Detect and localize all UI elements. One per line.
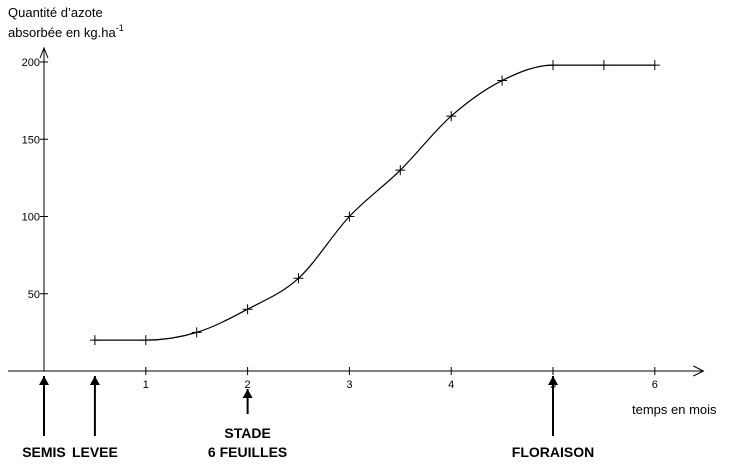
series-line bbox=[94, 64, 655, 341]
stage-label: LEVEE bbox=[72, 444, 118, 460]
data-point bbox=[649, 60, 660, 71]
curve-layer bbox=[94, 64, 655, 341]
stage-label: STADE bbox=[224, 425, 270, 441]
x-tick-label: 6 bbox=[652, 379, 658, 391]
stage-arrowhead bbox=[242, 389, 253, 398]
data-point bbox=[293, 273, 304, 284]
x-axis-title: temps en mois bbox=[632, 402, 717, 417]
stage-arrowhead bbox=[89, 376, 100, 385]
y-tick-label: 200 bbox=[22, 57, 40, 69]
data-point bbox=[140, 335, 151, 346]
stage-label: 6 FEUILLES bbox=[208, 444, 287, 460]
data-point bbox=[395, 165, 406, 176]
data-point bbox=[548, 60, 558, 71]
y-axis-arrowhead bbox=[39, 46, 49, 59]
x-axis-arrowhead bbox=[693, 365, 705, 377]
data-point bbox=[89, 335, 100, 346]
x-tick-label: 4 bbox=[448, 379, 454, 391]
stage-arrowhead bbox=[39, 376, 49, 385]
data-point bbox=[497, 75, 508, 86]
y-tick-label: 150 bbox=[22, 134, 40, 146]
y-axis-title-superscript: -1 bbox=[116, 23, 124, 33]
axes bbox=[8, 46, 705, 377]
x-tick-label: 2 bbox=[245, 379, 251, 391]
x-tick-label: 3 bbox=[346, 379, 352, 391]
stage-annotations: SEMIS LEVEE STADE 6 FEUILLES FLORAISON bbox=[22, 376, 594, 460]
y-axis-title-unit: absorbée en kg.ha bbox=[8, 25, 116, 40]
data-point bbox=[344, 211, 355, 222]
y-axis-title-line1: Quantité d’azote bbox=[8, 5, 103, 20]
data-point bbox=[598, 60, 609, 71]
y-tick-label: 100 bbox=[22, 212, 40, 224]
data-point bbox=[191, 327, 202, 338]
data-point bbox=[446, 111, 457, 122]
stage-arrowhead bbox=[548, 376, 558, 385]
x-tick-label: 1 bbox=[143, 379, 149, 391]
data-point bbox=[242, 304, 253, 315]
stage-label: FLORAISON bbox=[512, 444, 594, 460]
y-axis-title-line2: absorbée en kg.ha-1 bbox=[8, 23, 124, 40]
axis-ticks: 12345650100150200 bbox=[22, 57, 658, 391]
points-layer bbox=[89, 60, 660, 346]
stage-label: SEMIS bbox=[22, 444, 66, 460]
y-tick-label: 50 bbox=[28, 289, 40, 301]
